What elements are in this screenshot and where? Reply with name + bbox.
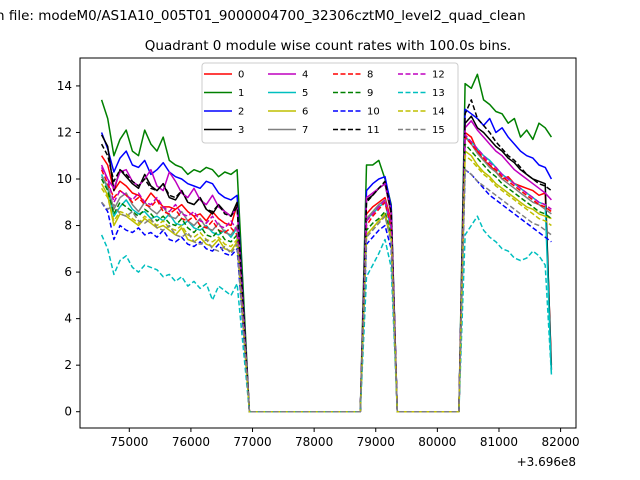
y-tick-label: 14 (57, 79, 72, 93)
legend-label-4: 4 (302, 70, 308, 81)
y-tick-label: 6 (64, 265, 72, 279)
series-line-8 (100, 136, 552, 413)
x-offset-label: +3.696e8 (517, 455, 576, 469)
legend-label-11: 11 (367, 125, 380, 136)
legend-label-1: 1 (238, 88, 244, 99)
y-tick-label: 2 (64, 358, 72, 372)
legend-label-15: 15 (432, 125, 445, 136)
x-tick-label: 77000 (233, 435, 271, 449)
x-tick-label: 76000 (172, 435, 210, 449)
legend-box (201, 62, 459, 144)
x-tick-label: 79000 (357, 435, 395, 449)
series-line-14 (100, 154, 552, 413)
legend-label-12: 12 (432, 70, 445, 81)
legend-label-13: 13 (432, 88, 445, 99)
x-tick-label: 78000 (295, 435, 333, 449)
legend-label-6: 6 (302, 107, 308, 118)
legend-label-10: 10 (367, 107, 380, 118)
series-line-13 (100, 215, 553, 413)
x-tick-label: 80000 (418, 435, 456, 449)
legend-label-2: 2 (238, 107, 244, 118)
y-tick-label: 12 (57, 125, 72, 139)
legend-label-5: 5 (302, 88, 308, 99)
y-axis: 0 2 4 6 8 10 12 14 (57, 79, 80, 419)
figure-suptitle: n file: modeM0/AS1A10_005T01_9000004700_… (0, 8, 526, 24)
chart-title: Quadrant 0 module wise count rates with … (145, 38, 511, 54)
series-lines (100, 73, 553, 413)
y-tick-label: 10 (57, 172, 72, 186)
series-line-12 (100, 134, 552, 413)
legend-label-9: 9 (367, 88, 373, 99)
y-tick-label: 0 (64, 405, 72, 419)
x-axis: 75000 76000 77000 78000 79000 80000 81000 82000 (110, 428, 580, 449)
x-tick-label: 81000 (480, 435, 518, 449)
legend-label-3: 3 (238, 125, 244, 136)
x-tick-label: 82000 (542, 435, 580, 449)
series-line-10 (100, 168, 552, 413)
legend-label-8: 8 (367, 70, 373, 81)
x-tick-label: 75000 (110, 435, 148, 449)
legend-label-0: 0 (238, 70, 244, 81)
plot-frame (79, 57, 577, 429)
y-tick-label: 4 (64, 312, 72, 326)
legend-label-14: 14 (432, 107, 445, 118)
y-tick-label: 8 (64, 219, 72, 233)
legend-label-7: 7 (302, 125, 308, 136)
